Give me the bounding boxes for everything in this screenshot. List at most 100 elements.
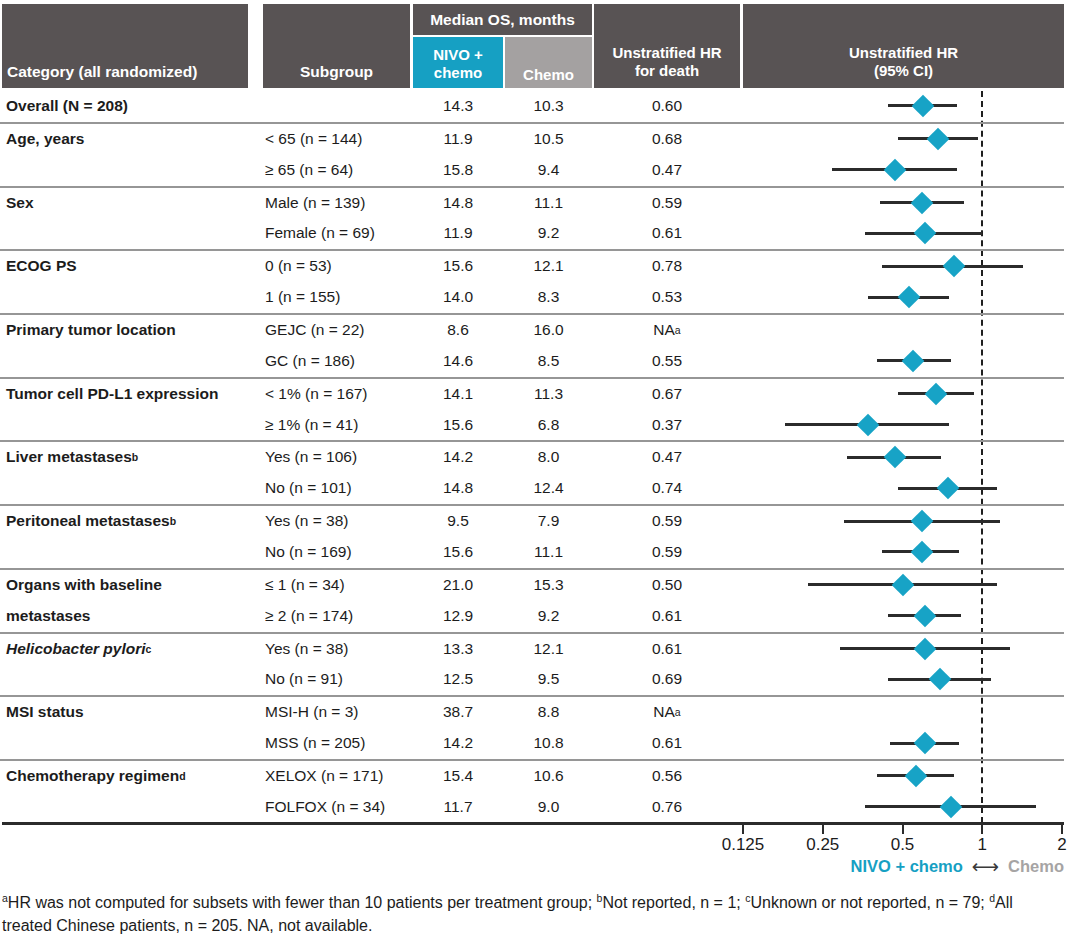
hr-value: 0.61 — [594, 727, 740, 759]
category-label — [6, 217, 256, 249]
x-axis-tick — [1061, 825, 1063, 834]
subgroup-label: GEJC (n = 22) — [265, 315, 411, 345]
column-header-nivo-chemo: NIVO + chemo — [413, 37, 503, 88]
hr-value: 0.59 — [594, 506, 740, 536]
category-label: Peritoneal metastasesb — [6, 506, 256, 536]
hr-point-diamond — [857, 413, 880, 436]
category-label: metastases — [6, 600, 256, 632]
table-row: Peritoneal metastasesbYes (n = 38)9.57.9… — [0, 504, 1064, 536]
hr-point-diamond — [914, 637, 937, 660]
subgroup-label: 0 (n = 53) — [265, 251, 411, 281]
subgroup-label: FOLFOX (n = 34) — [265, 791, 411, 823]
hr-ci-line1: Unstratified HR — [849, 44, 958, 63]
table-row: No (n = 101)14.812.40.74 — [0, 472, 1064, 504]
hr-value: 0.68 — [594, 124, 740, 154]
hr-value: 0.47 — [594, 154, 740, 186]
x-axis-line — [2, 822, 1064, 825]
hr-value: 0.59 — [594, 188, 740, 218]
subgroup-label: Female (n = 69) — [265, 217, 411, 249]
category-label: Overall (N = 208) — [6, 90, 256, 122]
median-os-nivo-value: 15.8 — [413, 154, 503, 186]
median-os-nivo-value: 12.9 — [413, 600, 503, 632]
median-os-nivo-value: 9.5 — [413, 506, 503, 536]
subgroup-label: Yes (n = 38) — [265, 506, 411, 536]
table-row: MSS (n = 205)14.210.80.61 — [0, 727, 1064, 759]
hr-point-diamond — [910, 510, 933, 533]
table-row: Organs with baseline≤ 1 (n = 34)21.015.3… — [0, 568, 1064, 600]
subgroup-label: ≥ 2 (n = 174) — [265, 600, 411, 632]
hr-value: 0.69 — [594, 663, 740, 695]
median-os-nivo-value: 14.8 — [413, 472, 503, 504]
column-header-chemo: Chemo — [505, 37, 592, 88]
table-row: ECOG PS0 (n = 53)15.612.10.78 — [0, 249, 1064, 281]
footnote-text: HR was not computed for subsets with few… — [8, 894, 597, 911]
subgroup-label: No (n = 101) — [265, 472, 411, 504]
table-row: MSI statusMSI-H (n = 3)38.78.8NAa — [0, 695, 1064, 727]
median-os-chemo-value: 12.1 — [505, 251, 592, 281]
hr-point-diamond — [884, 446, 907, 469]
median-os-nivo-value: 14.6 — [413, 345, 503, 377]
nivo-header-line2: chemo — [434, 64, 482, 83]
legend-nivo-chemo-label: NIVO + chemo — [851, 857, 963, 876]
double-arrow-icon: ⟷ — [972, 857, 999, 876]
median-os-nivo-value: 11.7 — [413, 791, 503, 823]
median-os-chemo-value: 9.2 — [505, 217, 592, 249]
hr-value: NAa — [594, 697, 740, 727]
hr-point-diamond — [914, 222, 937, 245]
subgroup-label: ≥ 1% (n = 41) — [265, 409, 411, 441]
median-os-nivo-value: 13.3 — [413, 634, 503, 664]
subgroup-label: MSS (n = 205) — [265, 727, 411, 759]
median-os-chemo-value: 10.6 — [505, 761, 592, 791]
hr-point-diamond — [884, 158, 907, 181]
hr-value: 0.53 — [594, 281, 740, 313]
column-header-subgroup-label: Subgroup — [300, 63, 373, 81]
table-row: No (n = 91)12.59.50.69 — [0, 663, 1064, 695]
median-os-chemo-value: 8.5 — [505, 345, 592, 377]
category-label — [6, 472, 256, 504]
table-row: Overall (N = 208)14.310.30.60 — [0, 90, 1064, 122]
column-header-hr-ci-plot: Unstratified HR (95% CI) — [743, 4, 1064, 88]
hr-point-diamond — [898, 286, 921, 309]
median-os-chemo-value: 12.1 — [505, 634, 592, 664]
category-label — [6, 281, 256, 313]
hr-value: 0.47 — [594, 442, 740, 472]
median-os-nivo-value: 8.6 — [413, 315, 503, 345]
hr-ci-line2: (95% CI) — [874, 62, 933, 81]
table-row: 1 (n = 155)14.08.30.53 — [0, 281, 1064, 313]
median-os-chemo-value: 9.4 — [505, 154, 592, 186]
hr-point-diamond — [942, 255, 965, 278]
hr-point-diamond — [912, 95, 935, 118]
table-row: ≥ 65 (n = 64)15.89.40.47 — [0, 154, 1064, 186]
column-header-hr-for-death: Unstratified HR for death — [594, 4, 740, 88]
category-label — [6, 727, 256, 759]
median-os-nivo-value: 14.8 — [413, 188, 503, 218]
footnote-text: Unknown or not reported, n = 79; — [750, 894, 989, 911]
column-header-category-label: Category (all randomized) — [7, 63, 197, 81]
nivo-header-line1: NIVO + — [433, 46, 483, 65]
median-os-chemo-value: 11.1 — [505, 536, 592, 568]
median-os-nivo-value: 12.5 — [413, 663, 503, 695]
hr-point-diamond — [939, 796, 962, 819]
median-os-chemo-value: 10.5 — [505, 124, 592, 154]
x-axis-tick — [742, 825, 744, 834]
category-label: Primary tumor location — [6, 315, 256, 345]
table-row: Tumor cell PD-L1 expression< 1% (n = 167… — [0, 377, 1064, 409]
hr-point-diamond — [910, 191, 933, 214]
category-label: Organs with baseline — [6, 570, 256, 600]
hr-value: 0.60 — [594, 90, 740, 122]
median-os-chemo-value: 16.0 — [505, 315, 592, 345]
subgroup-label: No (n = 169) — [265, 536, 411, 568]
footnote: aHR was not computed for subsets with fe… — [2, 891, 1016, 937]
median-os-chemo-value: 12.4 — [505, 472, 592, 504]
hr-value: 0.61 — [594, 634, 740, 664]
subgroup-label: No (n = 91) — [265, 663, 411, 695]
category-label: Liver metastasesb — [6, 442, 256, 472]
category-label — [6, 791, 256, 823]
median-os-nivo-value: 14.2 — [413, 442, 503, 472]
category-label: ECOG PS — [6, 251, 256, 281]
category-label — [6, 536, 256, 568]
subgroup-label: MSI-H (n = 3) — [265, 697, 411, 727]
hr-point-diamond — [904, 765, 927, 788]
hr-value: 0.56 — [594, 761, 740, 791]
table-row: GC (n = 186)14.68.50.55 — [0, 345, 1064, 377]
